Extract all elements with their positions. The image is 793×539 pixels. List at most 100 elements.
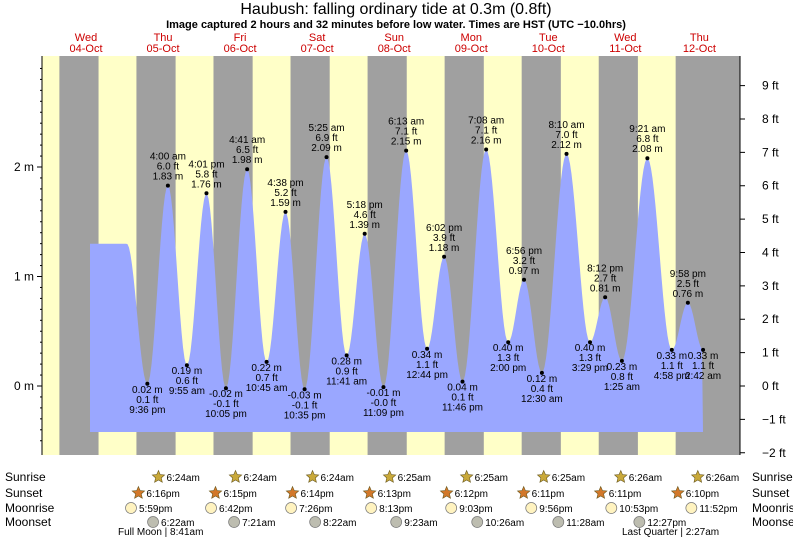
- tide-events: 0.02 m0.1 ft9:36 pm4:00 am6.0 ft1.83 m0.…: [129, 115, 721, 421]
- day-name: Tue: [539, 32, 558, 44]
- y2-tick-label: −2 ft: [762, 446, 786, 460]
- y2-tick-label: 2 ft: [762, 312, 779, 326]
- tide-label: 0.1 ft: [136, 395, 158, 406]
- tide-label: 1.3 ft: [497, 353, 519, 364]
- sunrise-icon: [151, 469, 166, 483]
- y2-tick-label: 7 ft: [762, 145, 779, 159]
- tide-label: -0.0 ft: [371, 398, 397, 409]
- tide-label: 0.22 m: [251, 363, 282, 374]
- tide-label: 0.34 m: [412, 350, 443, 361]
- tide-label: 6.5 ft: [236, 145, 258, 156]
- tide-label: 6:02 pm: [426, 223, 462, 234]
- tide-label: 5.8 ft: [195, 169, 217, 180]
- tide-point: [204, 191, 209, 196]
- tide-label: 4:41 am: [229, 135, 265, 146]
- tide-point: [425, 346, 430, 351]
- tide-label: 2.09 m: [311, 143, 342, 154]
- tide-point: [344, 353, 349, 358]
- tide-label: 7.0 ft: [555, 130, 577, 141]
- tide-label: 11:46 pm: [442, 403, 483, 414]
- tide-point: [362, 231, 367, 236]
- tide-label: 9:21 am: [629, 124, 665, 135]
- tide-label: 9:55 am: [169, 386, 205, 397]
- y2-tick-label: 1 ft: [762, 346, 779, 360]
- tide-label: 2.15 m: [391, 137, 422, 148]
- moonrise-time: 6:42pm: [219, 504, 252, 515]
- tide-label: 2:00 pm: [490, 363, 526, 374]
- day-date: 06-Oct: [224, 43, 257, 55]
- tide-point: [588, 340, 593, 345]
- tide-label: 0.7 ft: [255, 373, 277, 384]
- sunset-time: 6:11pm: [532, 489, 565, 500]
- moonrise-time: 8:13pm: [379, 504, 412, 515]
- moonrise-icon: [125, 502, 137, 514]
- tide-area: [90, 149, 703, 432]
- sunrise-time: 6:25am: [398, 473, 431, 484]
- tide-label: 11:41 am: [326, 376, 367, 387]
- tide-label: 0.81 m: [590, 283, 621, 294]
- sunrise-icon: [613, 469, 628, 483]
- tide-label: 12:44 pm: [406, 370, 448, 381]
- day-name: Sun: [384, 32, 404, 44]
- moonrise-icon: [445, 502, 458, 514]
- tide-label: 2.16 m: [471, 135, 502, 146]
- tide-label: 0.1 ft: [451, 393, 473, 404]
- moonset-time: 7:21am: [242, 518, 275, 529]
- moonset-icon: [309, 516, 321, 528]
- tide-label: 5:25 am: [308, 123, 344, 134]
- day-date: 04-Oct: [69, 43, 102, 55]
- tide-label: 0.19 m: [172, 366, 203, 377]
- moon-phase-label: Full Moon | 8:41am: [118, 527, 203, 538]
- tide-label: 0.04 m: [447, 383, 478, 394]
- row-label-right: Moonrise: [752, 501, 793, 515]
- y2-tick-label: 8 ft: [762, 112, 779, 126]
- moonrise-icon: [685, 502, 698, 514]
- tide-point: [603, 295, 608, 300]
- tide-label: 0.4 ft: [531, 384, 553, 395]
- tide-label: 2.08 m: [632, 144, 663, 155]
- moonset-time: 11:28am: [566, 518, 604, 529]
- tide-point: [302, 387, 307, 392]
- tide-label: 11:09 pm: [363, 408, 404, 419]
- sunset-icon: [439, 485, 454, 499]
- moonrise-icon: [285, 502, 297, 514]
- sunset-icon: [362, 485, 377, 499]
- sunrise-icon: [459, 469, 474, 483]
- tide-point: [283, 209, 288, 214]
- tide-point: [460, 379, 465, 384]
- sunset-time: 6:11pm: [609, 489, 642, 500]
- tide-label: -0.1 ft: [292, 400, 318, 411]
- y-axis-feet: −2 ft −1 ft 0 ft 1 ft 2 ft 3 ft 4 ft 5 ft 6 ft 7 …: [740, 79, 786, 460]
- tide-point: [484, 147, 489, 152]
- sunset-icon: [670, 485, 685, 499]
- tide-label: 2.7 ft: [594, 273, 616, 284]
- tide-label: 6.8 ft: [636, 134, 658, 145]
- sunset-time: 6:12pm: [455, 489, 488, 500]
- y2-tick-label: 5 ft: [762, 212, 779, 226]
- day-name: Fri: [234, 32, 247, 44]
- tide-point: [223, 386, 228, 391]
- day-date: 09-Oct: [455, 43, 488, 55]
- chart-frame: [41, 56, 741, 455]
- day-date: 10-Oct: [532, 43, 565, 55]
- tide-label: 4.6 ft: [354, 210, 376, 221]
- row-label-left: Moonset: [5, 515, 52, 529]
- tide-label: 7:08 am: [468, 115, 504, 126]
- chart-subtitle: Image captured 2 hours and 32 minutes be…: [166, 19, 626, 31]
- tide-label: 0.97 m: [509, 266, 540, 277]
- row-label-right: Sunset: [752, 486, 790, 500]
- moonrise-icon: [525, 502, 538, 514]
- y-tick-label: 2 m: [14, 160, 34, 174]
- tide-label: 0.33 m: [688, 351, 719, 362]
- moonrise-time: 11:52pm: [699, 504, 737, 515]
- row-label-right: Sunrise: [752, 470, 793, 484]
- tide-point: [564, 151, 569, 156]
- moonset-time: 6:22am: [161, 518, 194, 529]
- moonrise-icon: [205, 502, 217, 514]
- tide-label: 0.28 m: [331, 356, 362, 367]
- sunrise-time: 6:24am: [166, 473, 199, 484]
- day-name: Thu: [154, 32, 173, 44]
- row-label-left: Sunrise: [5, 470, 46, 484]
- tide-point: [264, 359, 269, 364]
- tide-label: 0.9 ft: [336, 366, 358, 377]
